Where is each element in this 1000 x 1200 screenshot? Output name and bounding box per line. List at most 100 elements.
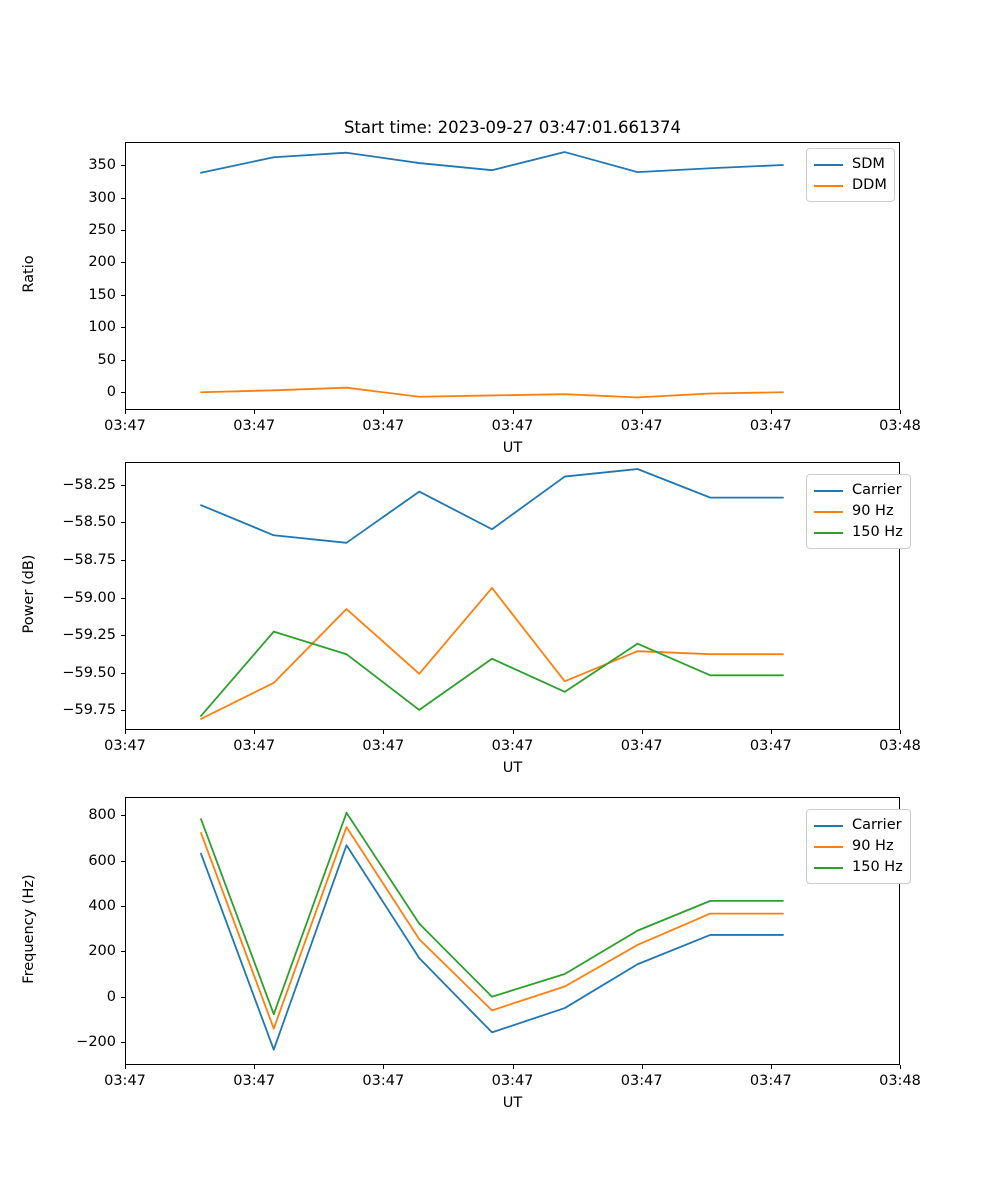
y-tick-label: 800 [88,807,116,824]
y-tick-label: −59.25 [62,627,116,644]
y-tick-label: −58.75 [62,551,116,568]
x-tick-mark [125,1065,126,1069]
x-tick-mark [254,730,256,734]
frequency-legend: Carrier 90 Hz 150 Hz [806,809,911,884]
series-line-sdm [200,151,784,174]
y-tick-mark [121,815,125,817]
legend-entry: DDM [814,175,887,196]
x-tick-label: 03:48 [879,738,921,754]
y-tick-label: 250 [88,222,116,239]
y-tick-mark [121,165,125,167]
y-tick-label: 150 [88,286,116,303]
ratio-plot-surface [126,143,899,409]
y-tick-label: 50 [97,351,116,368]
legend-entry: Carrier [814,815,903,836]
y-tick-label: 600 [88,852,116,869]
x-tick-mark [770,410,772,414]
legend-entry: 150 Hz [814,857,903,878]
y-tick-label: −58.50 [62,514,116,531]
x-tick-mark [641,730,643,734]
legend-color-swatch [814,824,843,827]
x-tick-label: 03:47 [362,1073,405,1089]
y-tick-mark [121,262,125,264]
y-tick-mark [121,359,125,361]
x-tick-label: 03:48 [879,1073,921,1089]
x-tick-label: 03:47 [749,1073,792,1089]
x-tick-label: 03:47 [620,738,663,754]
y-tick-label: 200 [88,943,116,960]
legend-label: DDM [852,177,887,194]
x-tick-mark [770,730,772,734]
frequency-subplot-axes [125,797,900,1065]
series-line-carrier [200,468,784,544]
y-tick-mark [121,559,125,561]
y-tick-mark [121,391,125,393]
y-tick-label: 0 [106,383,116,400]
x-tick-mark [254,410,256,414]
x-tick-mark [641,1065,643,1069]
y-tick-label: −59.50 [62,664,116,681]
power-x-axis-label: UT [502,760,523,776]
series-line-150-hz [200,811,784,1016]
legend-color-swatch [814,866,843,869]
ratio-x-axis-label: UT [502,440,523,456]
y-tick-mark [121,327,125,329]
y-tick-label: −59.75 [62,702,116,719]
y-tick-mark [121,951,125,953]
legend-label: Carrier [852,817,902,834]
legend-color-swatch [814,531,843,534]
y-tick-label: 100 [88,319,116,336]
power-y-axis-label: Power (dB) [21,554,37,634]
x-tick-mark [900,730,901,734]
x-tick-mark [383,1065,385,1069]
legend-label: 150 Hz [852,524,903,541]
x-tick-label: 03:47 [233,1073,276,1089]
y-tick-mark [121,860,125,862]
y-tick-mark [121,197,125,199]
y-tick-mark [121,996,125,998]
legend-entry: 90 Hz [814,501,903,522]
y-tick-mark [121,635,125,637]
y-tick-mark [121,522,125,524]
y-tick-mark [121,1042,125,1044]
x-tick-mark [512,730,514,734]
power-plot-surface [126,463,899,729]
series-line-90-hz [200,587,784,720]
x-tick-mark [125,730,126,734]
y-tick-mark [121,906,125,908]
y-tick-label: −200 [76,1034,116,1051]
x-tick-label: 03:47 [749,738,792,754]
y-tick-label: −58.25 [62,476,116,493]
x-tick-mark [770,1065,772,1069]
x-tick-label: 03:47 [233,418,276,434]
series-line-carrier [200,844,784,1051]
series-line-90-hz [200,826,784,1030]
x-tick-label: 03:47 [491,418,534,434]
legend-color-swatch [814,163,843,166]
legend-color-swatch [814,184,843,187]
y-tick-label: 0 [106,988,116,1005]
legend-label: 90 Hz [852,503,894,520]
frequency-plot-surface [126,798,899,1064]
x-tick-mark [512,410,514,414]
x-tick-label: 03:47 [104,418,146,434]
x-tick-mark [383,730,385,734]
x-tick-label: 03:47 [491,1073,534,1089]
legend-entry: 90 Hz [814,836,903,857]
x-tick-mark [125,410,126,414]
legend-label: Carrier [852,482,902,499]
legend-color-swatch [814,845,843,848]
ratio-series-svg [200,151,784,399]
x-tick-mark [900,1065,901,1069]
legend-color-swatch [814,489,843,492]
y-tick-label: 200 [88,254,116,271]
ratio-subplot-axes [125,142,900,410]
power-legend: Carrier 90 Hz 150 Hz [806,474,911,549]
x-tick-mark [254,1065,256,1069]
ratio-y-axis-label: Ratio [21,255,37,293]
power-series-svg [200,468,784,720]
y-tick-label: 350 [88,157,116,174]
figure-title: Start time: 2023-09-27 03:47:01.661374 [343,118,682,137]
legend-color-swatch [814,510,843,513]
